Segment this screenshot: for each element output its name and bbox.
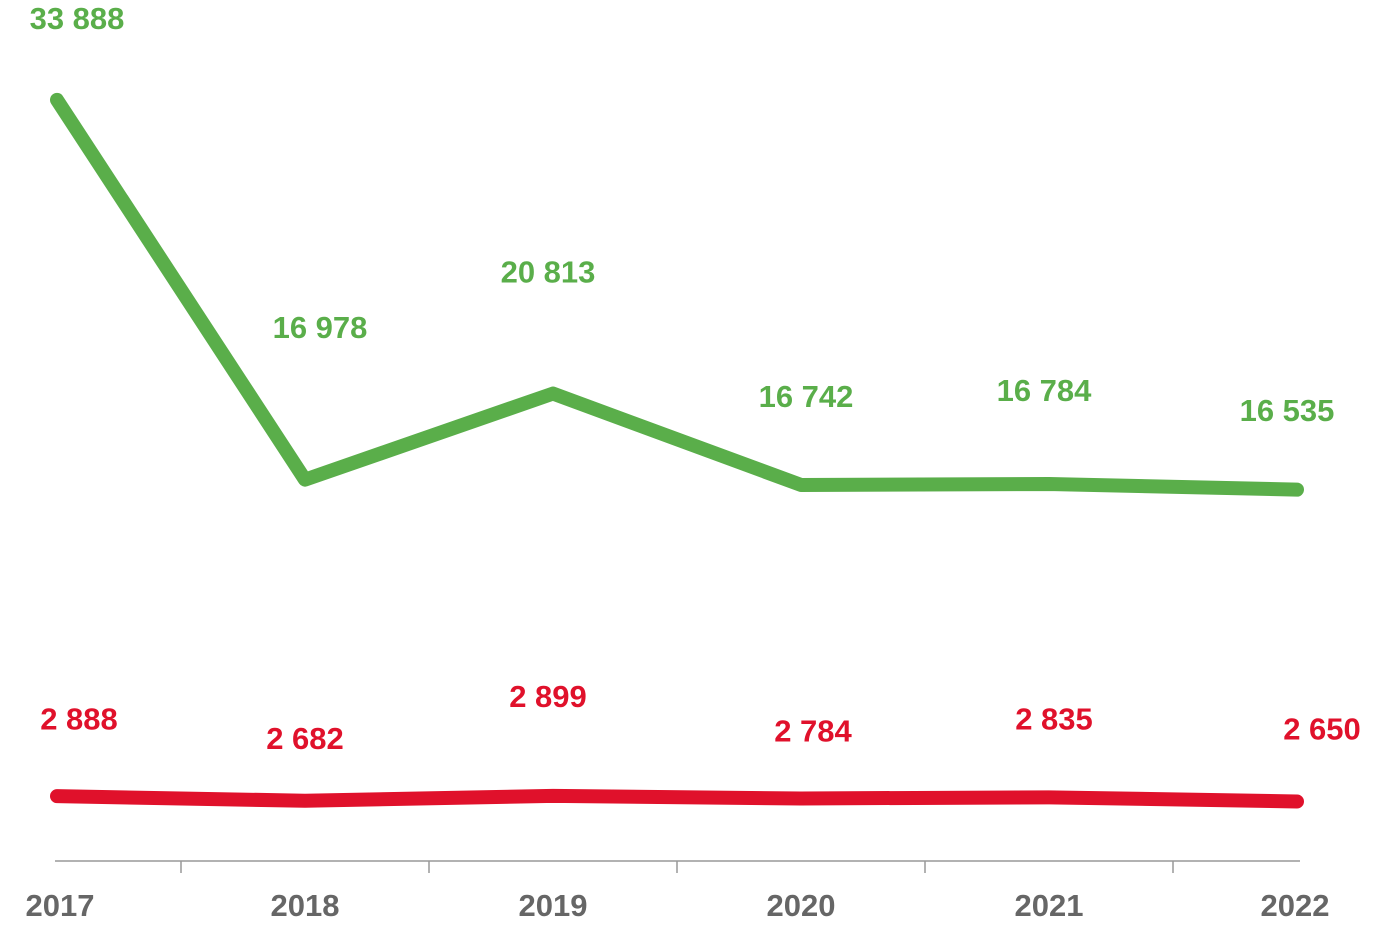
data-label: 16 742 <box>759 379 854 414</box>
data-label: 16 784 <box>997 373 1093 408</box>
data-label: 2 835 <box>1015 702 1093 737</box>
data-label: 2 784 <box>774 714 852 749</box>
x-tick-label: 2017 <box>26 888 95 923</box>
data-label: 16 978 <box>273 310 368 345</box>
x-tick-label: 2022 <box>1261 888 1330 923</box>
line <box>50 788 1304 809</box>
line <box>50 92 1304 497</box>
x-tick-label: 2019 <box>519 888 588 923</box>
data-label: 20 813 <box>501 255 596 290</box>
x-tick-label: 2018 <box>271 888 340 923</box>
data-label: 2 899 <box>509 679 587 714</box>
data-label: 2 650 <box>1283 712 1361 747</box>
data-label: 16 535 <box>1240 393 1335 428</box>
data-label: 2 682 <box>266 721 344 756</box>
data-label: 33 888 <box>30 1 125 36</box>
x-tick-label: 2020 <box>767 888 836 923</box>
data-label: 2 888 <box>40 701 118 736</box>
x-tick-label: 2021 <box>1015 888 1084 923</box>
